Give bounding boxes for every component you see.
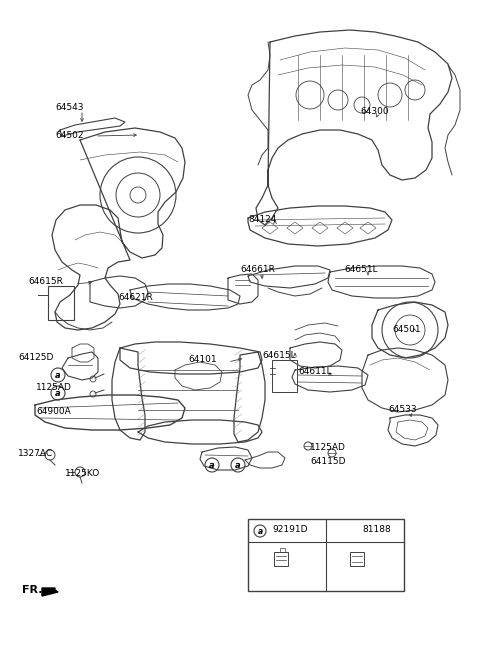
Text: 64300: 64300 — [360, 107, 389, 116]
Bar — [48, 286, 74, 320]
Text: 64621R: 64621R — [118, 294, 153, 303]
Text: 64101: 64101 — [188, 356, 216, 364]
Bar — [274, 552, 288, 566]
Text: 92191D: 92191D — [272, 526, 308, 534]
Text: 81188: 81188 — [362, 526, 391, 534]
Text: 64611L: 64611L — [298, 368, 332, 377]
Text: a: a — [235, 460, 241, 470]
Text: 84124: 84124 — [248, 216, 276, 224]
Bar — [272, 360, 297, 392]
Text: a: a — [55, 371, 61, 379]
Text: 64615L: 64615L — [262, 351, 296, 360]
Text: 64543: 64543 — [55, 103, 84, 112]
Text: a: a — [257, 526, 263, 536]
Text: 64615R: 64615R — [28, 277, 63, 286]
Text: 64125D: 64125D — [18, 354, 53, 362]
Text: 64502: 64502 — [55, 131, 84, 139]
Text: 64533: 64533 — [388, 405, 417, 415]
Text: 64651L: 64651L — [344, 266, 378, 275]
Bar — [350, 552, 364, 566]
Text: 1125KO: 1125KO — [65, 470, 100, 479]
Text: a: a — [209, 460, 215, 470]
Bar — [280, 548, 285, 552]
Text: 1327AC: 1327AC — [18, 449, 53, 458]
Text: 1125AD: 1125AD — [36, 383, 72, 392]
Text: 64900A: 64900A — [36, 407, 71, 417]
Text: 64501: 64501 — [392, 326, 420, 334]
Text: 1125AD: 1125AD — [310, 443, 346, 453]
Polygon shape — [42, 588, 58, 596]
Text: a: a — [55, 388, 61, 398]
Bar — [248, 519, 404, 591]
Text: FR.: FR. — [22, 585, 43, 595]
Text: 64661R: 64661R — [240, 266, 275, 275]
Text: 64115D: 64115D — [310, 458, 346, 466]
